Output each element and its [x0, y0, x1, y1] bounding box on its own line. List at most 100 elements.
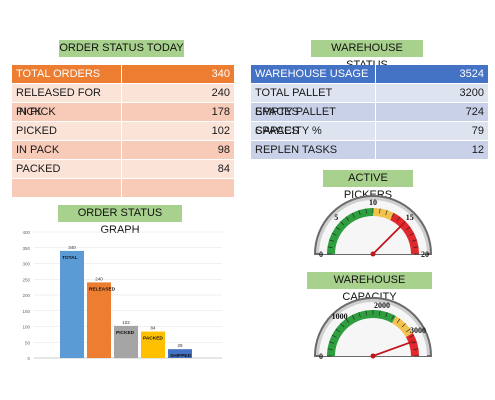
gauge-tick	[413, 348, 419, 350]
gauge-tick	[379, 310, 381, 316]
gauge-face	[319, 200, 427, 254]
row-label: IN PICK	[12, 103, 122, 121]
table-row: IN PACK 98	[12, 141, 234, 160]
table-row: EMPTY PALLET SPACES 724	[251, 103, 488, 137]
row-label: TOTAL PALLET SPACES	[251, 84, 376, 118]
gauge-tick	[405, 328, 411, 333]
gauge-scale-label: 5	[334, 213, 338, 222]
gauge-scale-label: 15	[406, 213, 414, 222]
gauge-tick	[351, 212, 355, 218]
gauge-tick	[396, 216, 401, 222]
table-row: IN PICK 178	[12, 103, 234, 122]
gauge-tick	[413, 246, 419, 248]
row-value: 84	[217, 163, 230, 175]
gauge-tick	[327, 246, 333, 248]
gauge-scale-label: 1000	[332, 312, 348, 321]
gauge-tick	[331, 334, 337, 338]
table-row: TOTAL ORDERS 340	[12, 65, 234, 84]
gauge-tick	[396, 318, 401, 324]
bar-category-label: SHIPPED	[170, 353, 192, 359]
table-row: REPLEN TASKS 12	[251, 141, 488, 160]
gauge-tick	[411, 341, 417, 344]
gauge-band	[327, 208, 373, 254]
gauge-tick	[391, 212, 395, 218]
row-value: 724	[465, 106, 484, 118]
y-tick-label: 0	[27, 356, 30, 361]
gauge-scale-label: 3000	[410, 326, 426, 335]
bar	[141, 331, 165, 358]
order-status-chart: 0 50 100 150 200 250 300 350 400 340 TOTAL 240 RELEA…	[22, 230, 222, 361]
gauge-tick	[401, 323, 406, 328]
table-row	[12, 179, 234, 198]
gauge-tick	[335, 328, 341, 333]
bar	[114, 325, 138, 358]
gauge-band	[373, 208, 394, 221]
bar-value-label: 340	[68, 245, 76, 250]
gauge-tick	[409, 232, 415, 236]
gauge-face	[319, 302, 427, 356]
gauge-tick	[405, 226, 411, 231]
bar	[168, 349, 192, 358]
gauge-tick	[385, 312, 388, 318]
bar-value-label: 240	[95, 276, 103, 281]
y-tick-label: 50	[25, 340, 31, 345]
gauge-tick	[351, 314, 355, 320]
row-value	[122, 179, 234, 197]
gauge-band	[390, 213, 419, 254]
bar-category-label: PACKED	[143, 336, 163, 342]
warehouse-capacity-title: WAREHOUSE CAPACITY	[307, 272, 432, 303]
gauge-tick	[331, 232, 337, 236]
row-label: IN PACK	[12, 141, 122, 159]
warehouse-status-table: WAREHOUSE USAGE 3524 TOTAL PALLET SPACES…	[251, 65, 488, 160]
gauge-needle	[372, 222, 405, 255]
row-value: 3200	[459, 87, 484, 99]
gauge-tick	[411, 239, 417, 242]
y-tick-label: 200	[22, 293, 30, 298]
bar-category-label: RELEASED	[89, 286, 116, 292]
gauge-tick	[329, 341, 335, 344]
bar-value-label: 28	[177, 343, 183, 348]
order-status-table: TOTAL ORDERS 340 RELEASED FOR PICK 240 I…	[12, 65, 234, 198]
active-pickers-gauge: 0 5 10 15 20	[313, 195, 433, 259]
table-row: RELEASED FOR PICK 240	[12, 84, 234, 118]
table-row: CAPACITY % 79	[251, 122, 488, 141]
gauge-scale-label: 20	[421, 250, 429, 259]
bar-value-label: 84	[150, 326, 156, 331]
bar	[87, 282, 111, 358]
table-row: PICKED 102	[12, 122, 234, 141]
y-tick-label: 100	[22, 325, 30, 330]
gauge-tick	[345, 216, 350, 222]
gauge-hub	[370, 353, 376, 359]
gauge-tick	[409, 334, 415, 338]
bar	[60, 250, 84, 358]
gauge-hub	[370, 251, 376, 257]
gauge-tick	[358, 312, 361, 318]
row-value: 178	[211, 106, 230, 118]
gauge-band	[327, 310, 396, 356]
bar-value-label: 102	[122, 320, 130, 325]
gauge-scale-label: 0	[319, 352, 323, 361]
gauge-tick	[365, 208, 367, 214]
gauge-tick	[327, 348, 333, 350]
gauge-tick	[365, 310, 367, 316]
bar-category-label: PICKED	[116, 330, 135, 336]
gauge-scale-label: 0	[319, 250, 323, 259]
row-label: RELEASED FOR PICK	[12, 84, 122, 118]
order-graph-title: ORDER STATUS GRAPH	[58, 205, 182, 236]
gauge-tick	[358, 210, 361, 216]
gauge-tick	[391, 314, 395, 320]
gauge-tick	[340, 221, 345, 226]
y-tick-label: 250	[22, 277, 30, 282]
gauge-tick	[379, 208, 381, 214]
row-value: 98	[217, 144, 230, 156]
row-label: REPLEN TASKS	[251, 141, 376, 159]
bar-category-label: TOTAL	[62, 255, 78, 261]
y-tick-label: 150	[22, 309, 30, 314]
row-value: 102	[211, 125, 230, 137]
gauge-scale-label: 2000	[374, 301, 390, 310]
gauge-band	[405, 333, 419, 356]
row-label: PICKED	[12, 122, 122, 140]
row-value: 3524	[459, 68, 484, 80]
gauge-tick	[329, 239, 335, 242]
gauge-scale-label: 10	[369, 198, 377, 207]
